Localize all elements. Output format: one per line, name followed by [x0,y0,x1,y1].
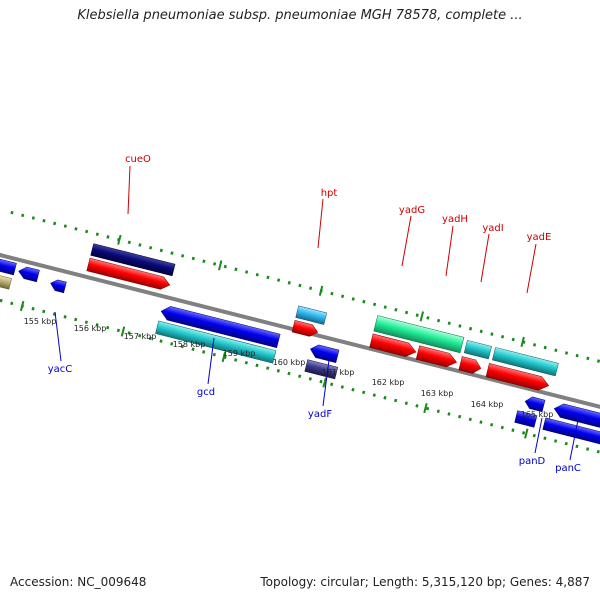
yadF-slate-feature[interactable] [304,359,339,380]
gcd-gene-arrow[interactable] [159,304,281,349]
upper-major-ticks [117,234,525,347]
gene-label-panD: panD [519,456,546,467]
accession-text: Accession: NC_009648 [10,575,147,589]
tick-label-156: 156 kbp [74,324,107,333]
tick-label-163: 163 kbp [421,389,454,398]
genome-summary-text: Topology: circular; Length: 5,315,120 bp… [260,575,590,589]
upper-dotted-track [10,210,600,376]
gene-label-yadF: yadF [308,409,332,420]
tick-label-160: 160 kbp [273,358,306,367]
yacC-gene-arrow[interactable] [49,278,67,294]
cueO-gene-arrow[interactable] [86,257,172,291]
panC-lower-blue-feature[interactable] [542,417,600,448]
lower-dotted-track [0,296,600,462]
panC-gene-arrow[interactable] [553,402,600,432]
tick-label-158: 158 kbp [173,340,206,349]
panD-gene-arrow[interactable] [524,395,546,413]
yadG-gene-arrow[interactable] [369,333,418,359]
tick-label-159: 159 kbp [223,349,256,358]
gene-label-yadI: yadI [482,223,503,234]
gene-label-gcd: gcd [197,387,215,398]
genome-backbone [0,250,600,419]
gene-label-yadE: yadE [527,232,552,243]
small-blue-arrow-1[interactable] [17,265,40,283]
gcd-cyan-feature[interactable] [155,320,277,364]
lower-major-ticks [19,300,529,439]
cueO-gene-navy-feature[interactable] [90,243,176,277]
hpt-gene-arrow[interactable] [291,320,319,338]
yadI-gene-arrow[interactable] [458,356,483,375]
hpt-sky-feature[interactable] [295,305,328,325]
tick-label-164: 164 kbp [471,400,504,409]
kbp-tick-labels: 155 kbp 156 kbp 157 kbp 158 kbp 159 kbp … [24,317,554,419]
gene-label-yadH: yadH [442,214,468,225]
yadH-gene-arrow[interactable] [415,345,458,369]
reverse-gene-labels: yacC gcd yadF panD panC [48,311,581,474]
yadF-gene-arrow[interactable] [309,343,340,363]
tick-label-155: 155 kbp [24,317,57,326]
genome-strip [0,210,600,462]
panD-lower-blue-feature[interactable] [514,410,538,428]
tick-label-157: 157 kbp [124,332,157,341]
gene-label-hpt: hpt [321,188,338,199]
left-edge-blue-arrow[interactable] [0,253,17,276]
gene-label-cueO: cueO [125,154,151,165]
forward-gene-labels: cueO hpt yadG yadH yadI yadE [125,154,552,294]
gene-label-yacC: yacC [48,364,73,375]
map-title: Klebsiella pneumoniae subsp. pneumoniae … [77,8,523,23]
gene-label-panC: panC [555,463,581,474]
tick-label-161: 161 kbp [322,368,355,377]
yadG-spring-feature[interactable] [373,315,465,354]
tick-label-162: 162 kbp [372,378,405,387]
left-edge-khaki-feature[interactable] [0,269,12,290]
gene-label-yadG: yadG [399,205,425,216]
yadE-cyan-feature[interactable] [491,347,559,377]
yadI-cyan-feature[interactable] [463,339,492,360]
tick-label-165: 165 kbp [521,410,554,419]
yadE-gene-arrow[interactable] [485,363,551,392]
